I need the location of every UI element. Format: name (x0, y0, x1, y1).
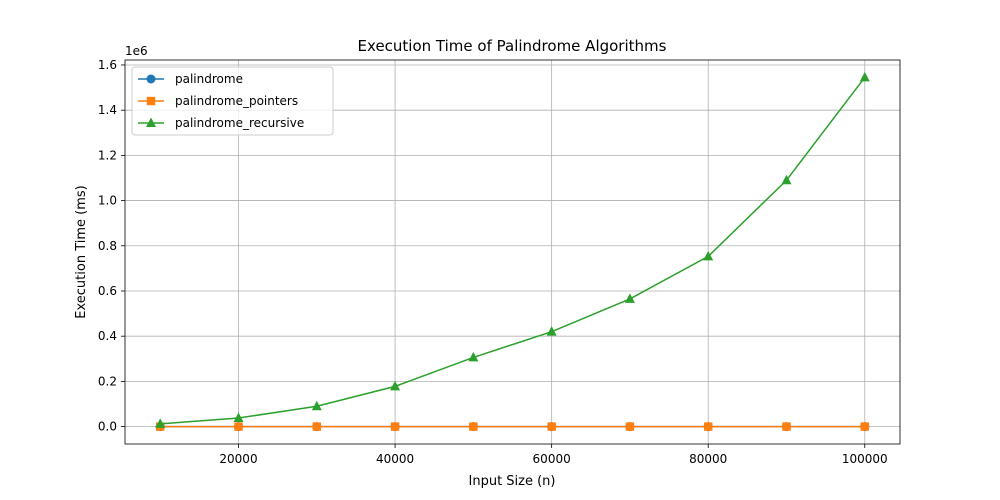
data-point (468, 351, 479, 362)
data-point (390, 422, 400, 431)
y-tick-label: 1.0 (98, 194, 117, 208)
legend-entry: palindrome_recursive (138, 116, 304, 130)
data-point (312, 422, 321, 431)
data-point (625, 422, 635, 431)
y-tick-label: 0.4 (98, 329, 117, 343)
x-tick-label: 80000 (689, 452, 727, 466)
x-tick-label: 60000 (533, 452, 571, 466)
grid-layer (125, 60, 900, 444)
plot-area-frame (124, 59, 901, 445)
data-point (234, 422, 243, 431)
y-tick-label: 0.2 (98, 374, 117, 388)
data-point (233, 412, 244, 423)
legend-marker (146, 96, 156, 106)
y-tick-label: 0.0 (98, 420, 117, 434)
y-axis-label: Execution Time (ms) (74, 185, 89, 318)
y-tick-label: 0.8 (98, 239, 117, 253)
data-point (155, 418, 166, 428)
legend-marker (146, 117, 156, 127)
y-tick-label: 1.6 (98, 58, 117, 72)
data-point (704, 422, 713, 431)
data-point (781, 174, 792, 185)
data-point (782, 422, 791, 431)
x-tick-label: 20000 (219, 452, 257, 466)
data-point (469, 422, 478, 431)
data-point (547, 422, 556, 431)
data-point (859, 71, 870, 82)
legend-label: palindrome_recursive (175, 116, 304, 130)
data-point (860, 422, 869, 431)
series-layer (155, 71, 870, 432)
series-line (160, 76, 866, 425)
data-point (624, 293, 635, 303)
data-point (390, 380, 401, 391)
legend-label: palindrome (175, 72, 243, 86)
y-offset-label: 1e6 (125, 44, 148, 58)
x-tick-label: 40000 (376, 452, 414, 466)
legend: palindrome palindrome_pointers palindrome_… (131, 66, 334, 136)
y-tick-label: 1.4 (98, 103, 117, 117)
legend-frame (131, 66, 334, 136)
tick-layer: 20000 40000 60000 80000 100000 0.0 0.2 0.4 0.6 0.… (98, 58, 888, 466)
y-tick-label: 1.2 (98, 148, 117, 162)
series-palindrome-recursive (155, 71, 870, 428)
data-point (311, 400, 322, 411)
chart-title: Execution Time of Palindrome Algorithms (358, 37, 667, 55)
data-point (546, 326, 557, 336)
x-axis-label: Input Size (n) (469, 474, 556, 489)
legend-marker (146, 74, 156, 84)
data-point (703, 250, 714, 261)
legend-label: palindrome_pointers (175, 94, 298, 108)
y-tick-label: 0.6 (98, 284, 117, 298)
x-tick-label: 100000 (842, 452, 888, 466)
legend-entry: palindrome (138, 72, 243, 86)
legend-entry: palindrome_pointers (138, 94, 298, 108)
